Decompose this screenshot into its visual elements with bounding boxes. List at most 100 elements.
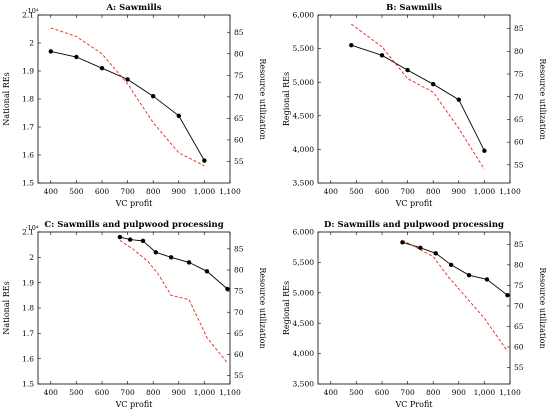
series-line-resource-utilization (119, 240, 228, 364)
x-tick-label: 500 (69, 187, 84, 196)
series-line-resource-utilization (351, 23, 485, 170)
y-left-tick-label: 5,000 (293, 288, 315, 297)
series-line-res (351, 44, 485, 151)
data-point (48, 49, 53, 54)
y-left-axis-label: Regional REs (282, 281, 291, 335)
data-point (74, 54, 79, 60)
y-left-tick-label: 1.8 (22, 95, 34, 104)
data-point (117, 234, 123, 240)
data-point (484, 277, 490, 282)
panel-title: A: Sawmills (105, 3, 161, 13)
y-left-tick-label: 1.5 (22, 179, 34, 188)
plot-frame (317, 231, 511, 385)
y-left-tick-label: 4,500 (293, 319, 315, 328)
series-line-res (402, 241, 508, 296)
x-tick-label: 800 (146, 187, 161, 196)
x-tick-label: 700 (400, 187, 415, 196)
y-right-tick-label: 60 (514, 343, 524, 352)
x-tick-label: 900 (452, 187, 467, 196)
y-right-axis-label: Resource utilization (258, 58, 267, 139)
data-point (225, 286, 230, 292)
x-tick-label: 1,100 (499, 187, 521, 196)
y-left-tick-label: 4,000 (293, 349, 315, 358)
data-point (482, 148, 487, 153)
data-point (349, 43, 354, 48)
series-line-resource-utilization (50, 27, 205, 167)
x-tick-label: 1,100 (219, 388, 241, 397)
x-tick-label: 400 (324, 187, 339, 196)
y-left-tick-label: 2 (29, 39, 34, 48)
y-left-tick-label: 6,000 (293, 11, 315, 20)
y-right-tick-label: 80 (234, 49, 244, 58)
y-right-tick-label: 65 (234, 114, 244, 123)
x-axis-label: VC Profit (394, 400, 433, 409)
y-left-multiplier: ·10⁴ (26, 224, 39, 232)
panel-d: D: Sawmills and pulpwood processing 400 50… (282, 220, 547, 409)
x-tick-label: 600 (95, 388, 110, 397)
panel-b: B: Sawmills 400 500 600 700 800 900 1,000 1,100 3… (282, 3, 547, 208)
data-point (505, 293, 510, 298)
y-right-tick-label: 80 (234, 266, 244, 275)
y-left-tick-label: 5,500 (293, 44, 315, 53)
y-right-tick-label: 70 (234, 308, 244, 317)
y-left-tick-label: 2.1 (22, 228, 34, 237)
y-right-tick-label: 55 (234, 371, 244, 380)
y-left-tick-label: 6,000 (293, 228, 315, 237)
y-right-axis-label: Resource utilization (258, 267, 267, 348)
y-left-tick-label: 1.7 (22, 123, 34, 132)
x-tick-label: 1,000 (474, 388, 496, 397)
panel-a: A: Sawmills 400 500 600 700 800 900 1,000 1,100 1… (2, 3, 267, 208)
y-left-tick-label: 4,000 (293, 145, 315, 154)
x-tick-label: 500 (349, 187, 364, 196)
y-right-axis-label: Resource utilization (538, 58, 547, 139)
y-left-tick-label: 1.8 (22, 304, 34, 313)
x-tick-label: 1,000 (474, 187, 496, 196)
y-left-tick-label: 5,000 (293, 78, 315, 87)
y-right-tick-label: 75 (514, 281, 524, 290)
plot-frame (37, 14, 231, 184)
y-left-axis-label: National REs (2, 72, 11, 125)
data-point (379, 53, 385, 58)
data-point (456, 97, 461, 102)
y-right-tick-label: 85 (514, 24, 524, 33)
y-left-axis-label: Regional REs (282, 72, 291, 126)
y-right-tick-label: 85 (234, 244, 244, 253)
data-point (140, 238, 146, 244)
y-left-tick-label: 4,500 (293, 111, 315, 120)
x-tick-label: 500 (349, 388, 364, 397)
data-point (448, 262, 454, 268)
x-tick-label: 700 (120, 187, 135, 196)
series-line-resource-utilization (402, 239, 508, 352)
y-right-tick-label: 55 (514, 160, 524, 169)
data-point (202, 158, 207, 163)
y-right-tick-label: 65 (514, 115, 524, 124)
y-left-multiplier: ·10⁴ (26, 7, 39, 15)
x-tick-label: 800 (146, 388, 161, 397)
data-point (466, 272, 472, 278)
x-tick-label: 800 (426, 187, 441, 196)
x-tick-label: 700 (400, 388, 415, 397)
y-right-tick-label: 65 (514, 322, 524, 331)
y-left-tick-label: 1.7 (22, 329, 34, 338)
data-point (176, 113, 181, 119)
y-left-tick-label: 3,500 (293, 179, 315, 188)
panel-title: C: Sawmills and pulpwood processing (44, 220, 223, 230)
x-tick-label: 400 (324, 388, 339, 397)
y-left-tick-label: 1.9 (22, 67, 34, 76)
data-point (433, 251, 438, 256)
data-point (99, 66, 105, 71)
x-tick-label: 500 (69, 388, 84, 397)
y-right-tick-label: 55 (234, 157, 244, 166)
x-axis-label: VC profit (115, 199, 154, 208)
x-tick-label: 900 (172, 187, 187, 196)
x-tick-label: 600 (375, 388, 390, 397)
data-point (127, 237, 133, 242)
panel-title: D: Sawmills and pulpwood processing (324, 220, 504, 230)
y-right-tick-label: 60 (514, 138, 524, 147)
y-left-tick-label: 5,500 (293, 258, 315, 267)
x-axis-label: VC profit (115, 400, 154, 409)
x-tick-label: 400 (44, 388, 59, 397)
y-right-tick-label: 75 (234, 71, 244, 80)
data-point (405, 67, 410, 73)
data-point (125, 77, 130, 82)
